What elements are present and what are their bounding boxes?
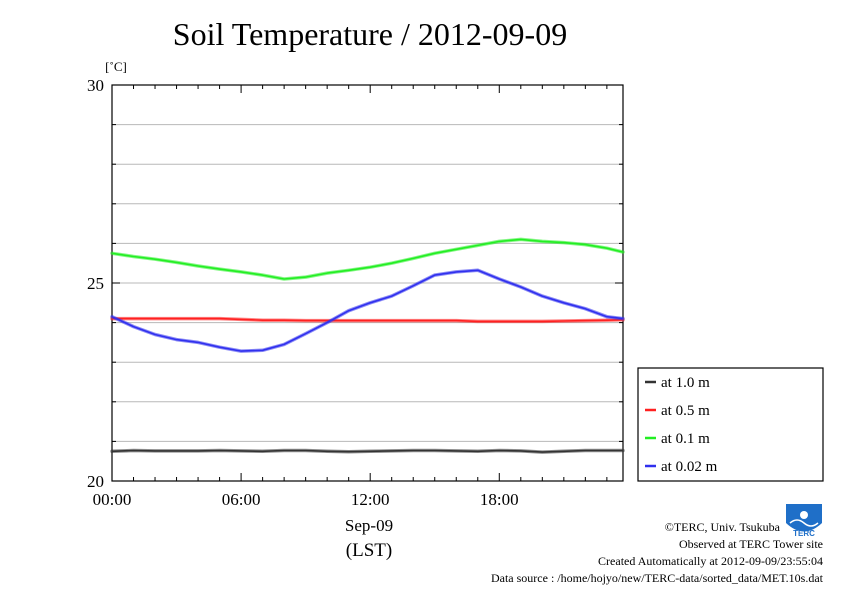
grid (112, 124, 623, 442)
series-line (111, 238, 624, 280)
legend-label: at 0.02 m (661, 459, 718, 475)
footer-credit: ©TERC, Univ. Tsukuba (665, 520, 781, 534)
terc-logo: TERC (786, 504, 822, 538)
series-line-halo (110, 268, 625, 353)
y-tick-label: 30 (87, 76, 104, 95)
x-tick-label: 18:00 (480, 490, 519, 509)
y-tick-label: 25 (87, 274, 104, 293)
footer-observed: Observed at TERC Tower site (679, 537, 823, 551)
x-tick-label: 06:00 (222, 490, 261, 509)
y-tick-labels: 20 25 30 (87, 76, 104, 491)
logo-wave-icon (789, 519, 819, 527)
x-tick-label: 12:00 (351, 490, 390, 509)
legend-label: at 1.0 m (661, 375, 710, 391)
footer-source: Data source : /home/hojyo/new/TERC-data/… (491, 571, 824, 585)
series-line-halo (110, 237, 625, 281)
x-tick-label: 00:00 (93, 490, 132, 509)
logo-drop-icon (800, 511, 808, 519)
series-line (112, 317, 624, 323)
legend-label: at 0.1 m (661, 431, 710, 447)
legend-label: at 0.5 m (661, 403, 710, 419)
x-tick-labels: 00:00 06:00 12:00 18:00 (93, 490, 519, 509)
series-lines (110, 237, 625, 454)
series-line (111, 269, 624, 352)
x-axis-date-label: Sep-09 (345, 516, 393, 535)
y-tick-label: 20 (87, 472, 104, 491)
legend: at 1.0 m at 0.5 m at 0.1 m at 0.02 m (645, 375, 718, 475)
y-axis-unit: [˚C] (105, 59, 127, 74)
logo-text: TERC (793, 529, 815, 538)
footer-created: Created Automatically at 2012-09-09/23:5… (598, 554, 823, 568)
x-axis-zone-label: (LST) (346, 540, 392, 561)
axis-ticks (111, 84, 623, 482)
series-line (111, 449, 623, 453)
legend-box (637, 367, 824, 482)
chart-title: Soil Temperature / 2012-09-09 (173, 16, 567, 52)
